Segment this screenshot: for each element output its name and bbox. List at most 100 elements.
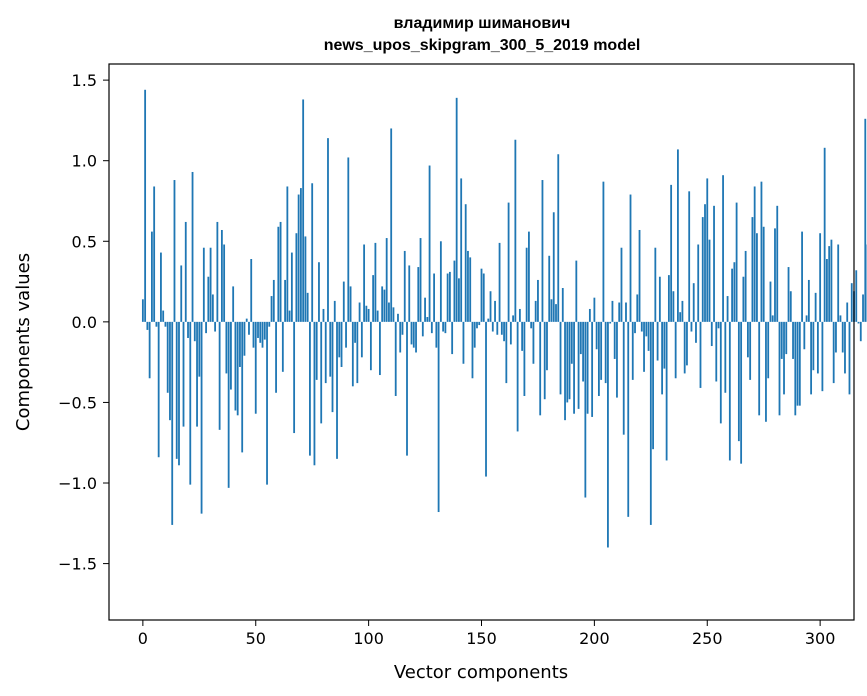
bar-241 bbox=[686, 321, 688, 366]
bar-89 bbox=[342, 281, 345, 322]
bar-58 bbox=[272, 279, 275, 322]
bar-172 bbox=[530, 321, 533, 329]
bar-197 bbox=[586, 321, 589, 414]
bar-247 bbox=[699, 321, 702, 388]
bar-171 bbox=[528, 231, 530, 322]
bar-240 bbox=[683, 321, 686, 374]
bar-231 bbox=[663, 321, 666, 369]
y-axis-label: Components values bbox=[13, 253, 34, 431]
bar-307 bbox=[835, 321, 837, 353]
bar-317 bbox=[857, 321, 860, 324]
bar-41 bbox=[234, 321, 237, 411]
bar-161 bbox=[505, 321, 508, 384]
bar-116 bbox=[403, 250, 406, 322]
bar-73 bbox=[306, 292, 309, 322]
bar-232 bbox=[665, 321, 668, 461]
bar-88 bbox=[340, 321, 343, 367]
bar-143 bbox=[464, 204, 467, 322]
bar-211 bbox=[618, 302, 621, 322]
bar-14 bbox=[173, 180, 176, 322]
bar-178 bbox=[543, 321, 546, 400]
bar-158 bbox=[498, 242, 501, 322]
bar-53 bbox=[261, 321, 264, 348]
bar-262 bbox=[733, 262, 736, 322]
bar-198 bbox=[588, 308, 591, 322]
bar-201 bbox=[595, 321, 598, 350]
bar-135 bbox=[446, 273, 449, 322]
bar-130 bbox=[435, 321, 438, 348]
bar-82 bbox=[327, 138, 329, 322]
bar-246 bbox=[697, 244, 700, 322]
bar-122 bbox=[417, 267, 420, 322]
bar-229 bbox=[658, 276, 661, 322]
bar-289 bbox=[794, 321, 797, 416]
bar-146 bbox=[471, 321, 474, 379]
bar-56 bbox=[268, 321, 271, 327]
bar-69 bbox=[297, 194, 300, 322]
bar-123 bbox=[419, 238, 422, 322]
bar-250 bbox=[706, 178, 709, 322]
bar-306 bbox=[832, 321, 835, 384]
x-tick-label: 50 bbox=[246, 629, 266, 648]
bar-182 bbox=[552, 212, 555, 322]
bar-109 bbox=[388, 302, 390, 322]
bar-20 bbox=[187, 321, 189, 338]
bar-183 bbox=[555, 304, 557, 322]
bar-67 bbox=[293, 321, 296, 434]
bar-311 bbox=[844, 321, 846, 374]
bar-206 bbox=[607, 321, 609, 548]
bar-274 bbox=[760, 181, 763, 322]
bar-292 bbox=[801, 231, 803, 322]
bar-212 bbox=[620, 247, 623, 322]
bar-147 bbox=[473, 321, 476, 348]
bar-305 bbox=[830, 239, 833, 322]
bar-276 bbox=[765, 321, 767, 422]
bar-10 bbox=[164, 321, 167, 327]
bar-13 bbox=[171, 321, 174, 525]
bar-54 bbox=[263, 321, 266, 340]
bar-303 bbox=[826, 259, 828, 322]
bar-76 bbox=[313, 321, 316, 466]
bar-27 bbox=[202, 247, 205, 322]
bar-93 bbox=[351, 321, 354, 387]
bar-79 bbox=[320, 321, 323, 424]
bar-61 bbox=[279, 221, 282, 322]
x-tick-label: 250 bbox=[692, 629, 723, 648]
bar-291 bbox=[798, 321, 801, 406]
bar-134 bbox=[444, 321, 447, 334]
bar-85 bbox=[333, 300, 336, 322]
bar-68 bbox=[295, 233, 298, 322]
bar-217 bbox=[631, 321, 634, 380]
bar-125 bbox=[424, 297, 426, 322]
bar-298 bbox=[814, 292, 817, 322]
bar-164 bbox=[512, 315, 515, 322]
bar-113 bbox=[397, 313, 399, 322]
y-axis-ticks: −1.5 −1.0 −0.5 0.0 0.5 1.0 1.5 bbox=[58, 71, 109, 574]
bar-16 bbox=[178, 321, 180, 466]
bar-284 bbox=[783, 321, 785, 395]
bar-210 bbox=[616, 321, 618, 398]
bar-318 bbox=[859, 321, 862, 342]
bar-288 bbox=[792, 321, 794, 359]
bar-179 bbox=[546, 321, 548, 371]
bar-259 bbox=[726, 296, 729, 322]
bar-48 bbox=[250, 259, 253, 322]
bar-244 bbox=[692, 283, 695, 322]
bar-204 bbox=[602, 181, 605, 322]
bar-301 bbox=[821, 321, 824, 392]
bar-5 bbox=[153, 186, 156, 322]
bar-96 bbox=[358, 302, 361, 322]
bar-86 bbox=[336, 321, 338, 459]
bar-230 bbox=[661, 321, 664, 395]
bar-106 bbox=[381, 286, 384, 322]
bar-142 bbox=[462, 321, 465, 364]
bar-30 bbox=[209, 247, 212, 322]
bar-148 bbox=[476, 321, 478, 329]
bar-299 bbox=[816, 321, 819, 374]
bar-4 bbox=[150, 231, 153, 322]
bar-91 bbox=[347, 157, 350, 322]
bar-71 bbox=[302, 99, 305, 322]
bar-35 bbox=[220, 229, 223, 322]
bar-236 bbox=[674, 321, 677, 379]
bar-8 bbox=[160, 252, 162, 322]
